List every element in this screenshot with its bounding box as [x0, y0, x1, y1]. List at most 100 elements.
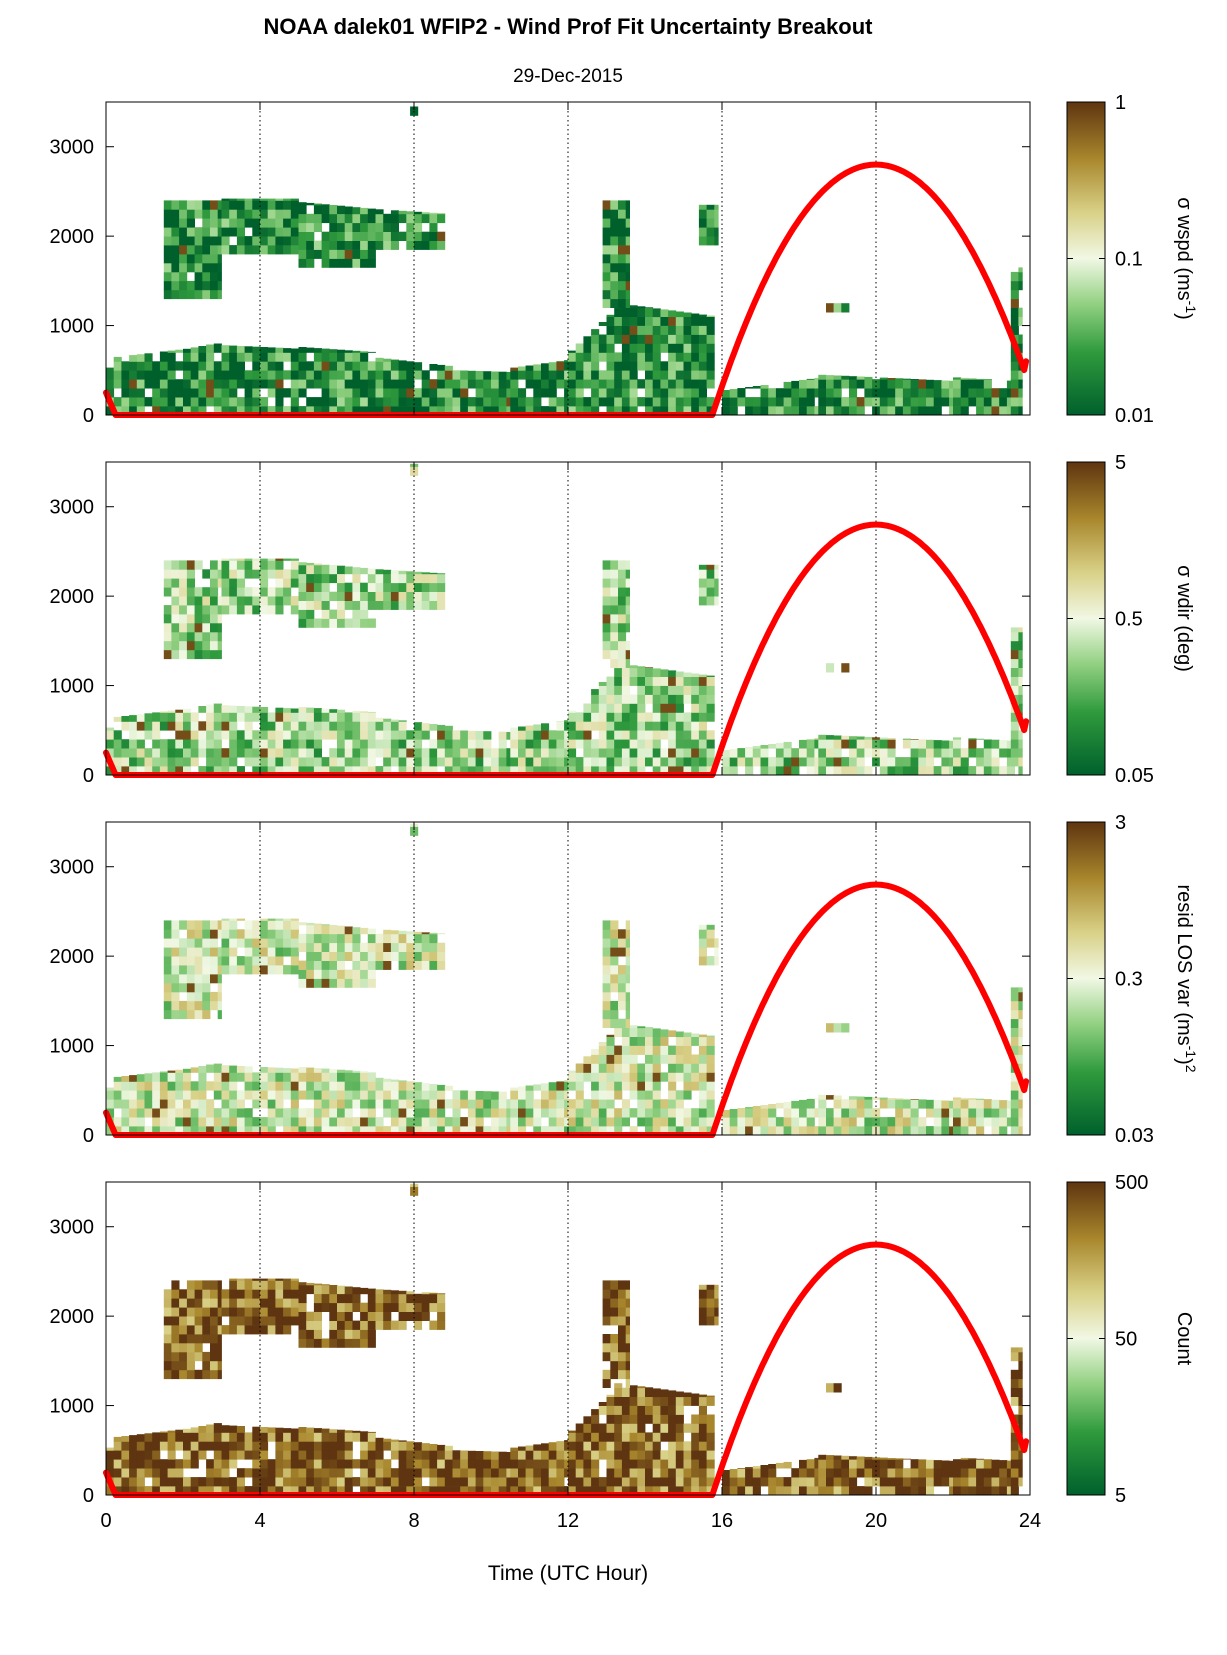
- heatmap-cell: [879, 1477, 888, 1487]
- heatmap-cell: [406, 933, 415, 944]
- heatmap-cell: [306, 1081, 315, 1091]
- heatmap-cell: [179, 1298, 188, 1308]
- heatmap-cell: [645, 316, 654, 326]
- heatmap-cell: [583, 343, 592, 353]
- heatmap-cell: [602, 623, 611, 633]
- heatmap-cell: [283, 757, 292, 767]
- heatmap-cell: [437, 397, 446, 407]
- heatmap-cell: [602, 929, 611, 939]
- heatmap-cell: [575, 1090, 584, 1100]
- heatmap-cell: [306, 213, 315, 224]
- heatmap-cell: [260, 1441, 269, 1451]
- heatmap-cell: [999, 1108, 1008, 1118]
- heatmap-cell: [941, 1477, 950, 1487]
- heatmap-cell: [217, 1298, 222, 1308]
- heatmap-cell: [602, 200, 611, 210]
- heatmap-cell: [568, 1450, 577, 1460]
- heatmap-cell: [444, 725, 453, 731]
- heatmap-cell: [645, 1099, 654, 1109]
- heatmap-cell: [491, 1468, 500, 1478]
- heatmap-cell: [752, 406, 761, 416]
- heatmap-cell: [202, 965, 211, 975]
- heatmap-cell: [833, 1108, 842, 1118]
- heatmap-cell: [841, 1117, 850, 1127]
- heatmap-cell: [390, 591, 399, 601]
- heatmap-cell: [895, 1459, 904, 1469]
- heatmap-cell: [437, 1320, 446, 1330]
- heatmap-cell: [167, 1117, 176, 1127]
- heatmap-cell: [260, 236, 269, 246]
- heatmap-cell: [202, 254, 211, 264]
- heatmap-cell: [313, 573, 322, 584]
- heatmap-cell: [398, 582, 407, 592]
- heatmap-cell: [290, 947, 299, 957]
- heatmap-cell: [691, 1126, 700, 1136]
- heatmap-cell: [706, 325, 715, 335]
- heatmap-cell: [491, 371, 500, 380]
- heatmap-cell: [602, 298, 611, 308]
- heatmap-cell: [625, 965, 630, 975]
- heatmap-cell: [210, 578, 219, 588]
- heatmap-cell: [210, 1280, 219, 1290]
- heatmap-cell: [533, 1108, 542, 1118]
- heatmap-cell: [698, 1307, 707, 1317]
- heatmap-cell: [152, 1117, 161, 1127]
- heatmap-cell: [675, 370, 684, 380]
- heatmap-cell: [175, 748, 184, 758]
- heatmap-cell: [960, 748, 969, 758]
- heatmap-cell: [691, 370, 700, 380]
- heatmap-cell: [221, 1081, 230, 1091]
- heatmap-cell: [406, 211, 415, 215]
- heatmap-cell: [306, 618, 315, 628]
- heatmap-cell: [313, 1284, 322, 1295]
- heatmap-cell: [879, 397, 888, 407]
- heatmap-cell: [167, 350, 176, 353]
- heatmap-cell: [329, 951, 338, 961]
- heatmap-cell: [941, 388, 950, 398]
- heatmap-cell: [375, 1320, 384, 1330]
- heatmap-cell: [437, 942, 446, 952]
- heatmap-cell: [252, 1090, 261, 1100]
- heatmap-cell: [121, 379, 130, 389]
- heatmap-cell: [306, 600, 315, 610]
- heatmap-cell: [506, 732, 511, 740]
- heatmap-cell: [210, 1351, 219, 1362]
- heatmap-cell: [344, 712, 353, 722]
- heatmap-cell: [960, 1459, 969, 1469]
- heatmap-cell: [429, 1468, 438, 1478]
- heatmap-cell: [691, 1108, 700, 1118]
- heatmap-cell: [260, 938, 269, 948]
- heatmap-cell: [591, 689, 600, 695]
- heatmap-cell: [390, 1450, 399, 1460]
- heatmap-cell: [933, 397, 942, 407]
- heatmap-cell: [337, 748, 346, 758]
- heatmap-cell: [390, 748, 399, 758]
- heatmap-cell: [321, 1486, 330, 1496]
- heatmap-cell: [575, 352, 584, 362]
- heatmap-cell: [437, 730, 446, 740]
- heatmap-cell: [675, 1108, 684, 1118]
- heatmap-cell: [467, 766, 476, 776]
- heatmap-cell: [221, 397, 230, 407]
- heatmap-cell: [1018, 1063, 1023, 1073]
- heatmap-cell: [360, 249, 369, 259]
- heatmap-cell: [260, 596, 269, 606]
- heatmap-cell: [1010, 739, 1019, 749]
- heatmap-cell: [621, 721, 630, 731]
- heatmap-cell: [452, 1450, 461, 1460]
- heatmap-cell: [194, 200, 203, 210]
- heatmap-cell: [953, 1477, 962, 1487]
- heatmap-cell: [352, 927, 361, 935]
- heatmap-cell: [895, 1458, 904, 1460]
- heatmap-cell: [167, 379, 176, 389]
- heatmap-cell: [941, 380, 950, 389]
- heatmap-cell: [491, 1099, 500, 1109]
- heatmap-cell: [217, 1009, 222, 1020]
- heatmap-cell: [352, 231, 361, 241]
- heatmap-cell: [698, 685, 707, 695]
- heatmap-cell: [629, 1468, 638, 1478]
- heatmap-cell: [236, 1325, 245, 1335]
- heatmap-cell: [283, 569, 292, 579]
- heatmap-cell: [236, 918, 245, 921]
- heatmap-cell: [698, 578, 707, 588]
